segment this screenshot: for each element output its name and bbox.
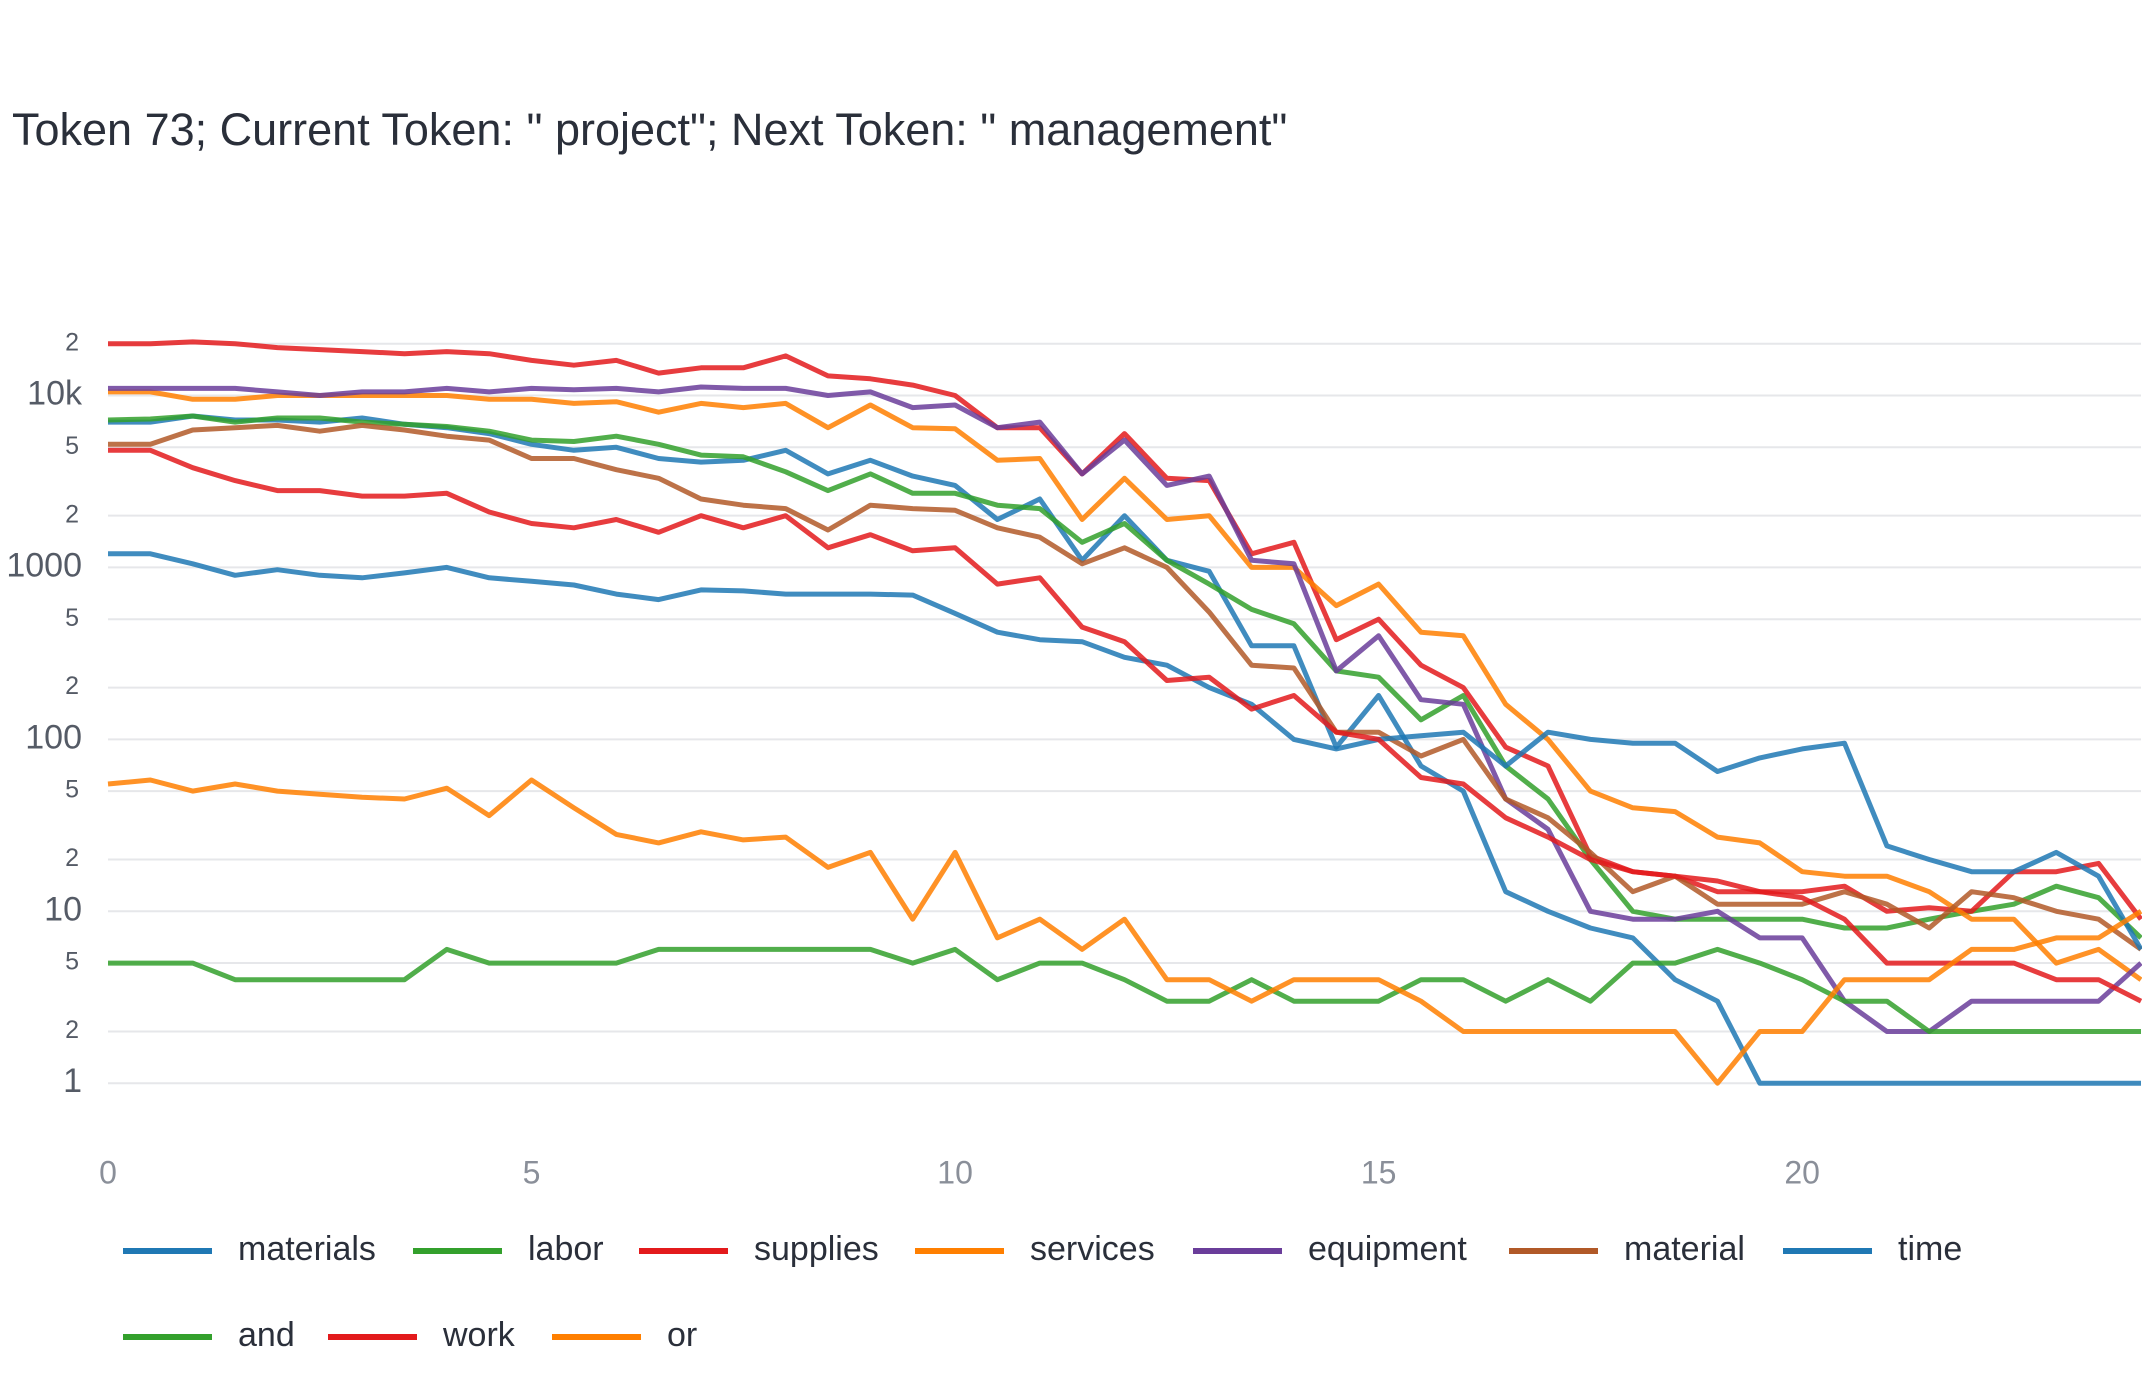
x-tick-label: 20 xyxy=(1784,1154,1820,1190)
legend-item: time xyxy=(1783,1230,1962,1268)
legend-item: supplies xyxy=(639,1230,879,1268)
y-tick-label: 1 xyxy=(63,1062,82,1100)
y-tick-label: 5 xyxy=(65,948,79,976)
legend-label: labor xyxy=(528,1230,604,1268)
legend-label: supplies xyxy=(754,1230,879,1268)
series-line xyxy=(108,422,2142,952)
y-tick-label: 10k xyxy=(27,374,83,412)
legend-label: work xyxy=(442,1316,516,1354)
legend-label: materials xyxy=(238,1230,376,1268)
series-line xyxy=(108,447,2142,1004)
y-tick-label: 5 xyxy=(65,432,79,460)
y-tick-label: 1000 xyxy=(6,546,82,584)
legend-label: time xyxy=(1898,1230,1962,1268)
series-line xyxy=(108,339,2142,921)
x-tick-label: 15 xyxy=(1361,1154,1397,1190)
legend-item: or xyxy=(552,1316,697,1354)
legend-item: and xyxy=(123,1316,295,1354)
y-tick-label: 10 xyxy=(44,890,82,928)
chart-title: Token 73; Current Token: " project"; Nex… xyxy=(12,104,1287,155)
y-tick-label: 2 xyxy=(65,844,79,872)
series-line xyxy=(108,384,2142,1034)
legend-label: and xyxy=(238,1316,295,1354)
y-tick-label: 2 xyxy=(65,1016,79,1044)
legend-label: equipment xyxy=(1308,1230,1467,1268)
x-tick-label: 0 xyxy=(99,1154,117,1190)
series-line xyxy=(107,413,2142,940)
y-tick-label: 2 xyxy=(65,500,79,528)
y-tick-label: 5 xyxy=(65,776,79,804)
legend-item: material xyxy=(1509,1230,1745,1268)
series-line xyxy=(108,946,2141,1034)
plot-area xyxy=(107,339,2142,1086)
legend-item: services xyxy=(915,1230,1155,1268)
y-tick-label: 2 xyxy=(65,672,79,700)
legend-label: services xyxy=(1030,1230,1155,1268)
series-line xyxy=(107,777,2142,1086)
x-tick-label: 5 xyxy=(523,1154,541,1190)
legend-item: labor xyxy=(413,1230,604,1268)
y-tick-label: 5 xyxy=(65,604,79,632)
y-tick-label: 2 xyxy=(65,328,79,356)
legend-label: material xyxy=(1624,1230,1745,1268)
series-line xyxy=(108,389,2142,982)
legend-label: or xyxy=(667,1316,697,1354)
legend-item: materials xyxy=(123,1230,376,1268)
legend-item: equipment xyxy=(1193,1230,1467,1268)
legend-item: work xyxy=(328,1316,516,1354)
x-tick-label: 10 xyxy=(937,1154,973,1190)
series-line xyxy=(108,551,2142,951)
y-tick-label: 100 xyxy=(25,718,82,756)
